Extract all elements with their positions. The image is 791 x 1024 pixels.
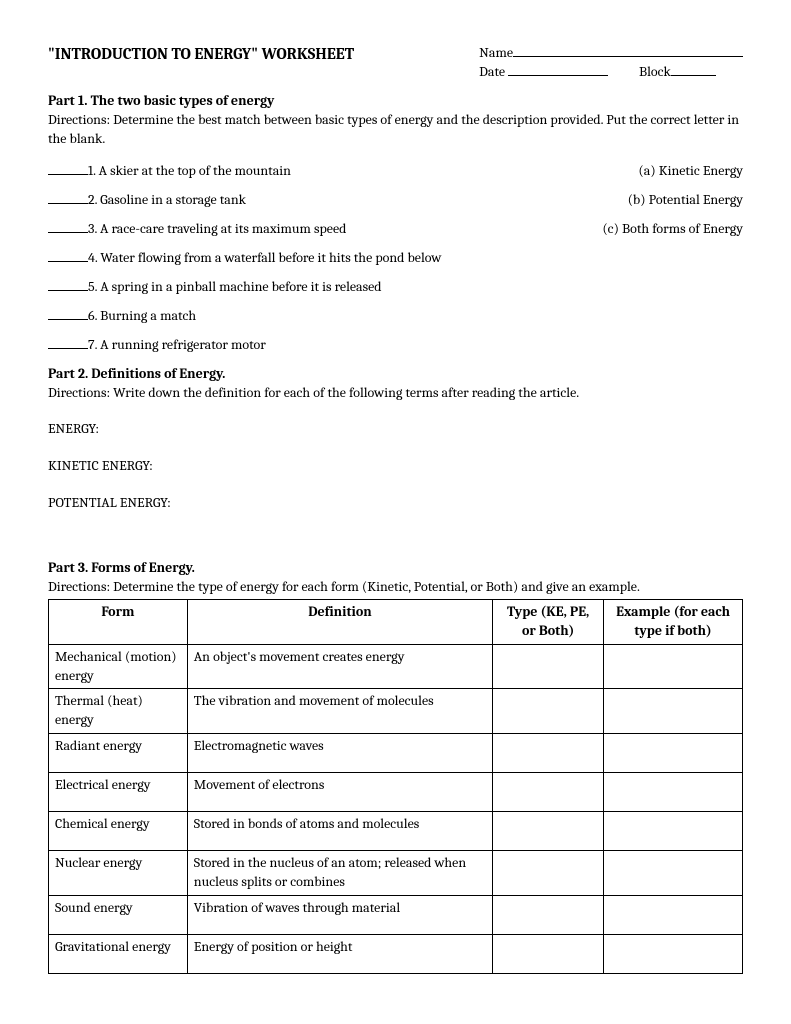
table-row: Nuclear energyStored in the nucleus of a… <box>49 851 743 896</box>
cell-example <box>604 734 743 773</box>
cell-example <box>604 851 743 896</box>
cell-example <box>604 896 743 935</box>
question-text: 6. Burning a match <box>88 307 196 324</box>
cell-definition: Electromagnetic waves <box>187 734 492 773</box>
table-row: Gravitational energyEnergy of position o… <box>49 935 743 974</box>
date-label: Date <box>479 63 505 80</box>
cell-definition: Stored in the nucleus of an atom; releas… <box>187 851 492 896</box>
table-row: Sound energyVibration of waves through m… <box>49 896 743 935</box>
page-title: "INTRODUCTION TO ENERGY" WORKSHEET <box>48 44 354 66</box>
question-text: 4. Water flowing from a waterfall before… <box>88 249 441 266</box>
col-type: Type (KE, PE, or Both) <box>493 599 604 644</box>
question-row: 2. Gasoline in a storage tank (b) Potent… <box>48 191 743 210</box>
cell-type <box>493 689 604 734</box>
cell-example <box>604 935 743 974</box>
part2-directions: Directions: Write down the definition fo… <box>48 384 743 403</box>
part3-directions: Directions: Determine the type of energy… <box>48 578 743 597</box>
definition-term: ENERGY: <box>48 420 743 439</box>
part2-heading: Part 2. Definitions of Energy. <box>48 365 743 384</box>
cell-type <box>493 734 604 773</box>
cell-example <box>604 773 743 812</box>
col-form: Form <box>49 599 188 644</box>
col-definition: Definition <box>187 599 492 644</box>
table-row: Chemical energy Stored in bonds of atoms… <box>49 812 743 851</box>
cell-definition: The vibration and movement of molecules <box>187 689 492 734</box>
table-row: Electrical energyMovement of electrons <box>49 773 743 812</box>
question-row: 3. A race-care traveling at its maximum … <box>48 220 743 239</box>
question-row: 1. A skier at the top of the mountain (a… <box>48 162 743 181</box>
cell-example <box>604 644 743 689</box>
cell-definition: An object's movement creates energy <box>187 644 492 689</box>
cell-type <box>493 773 604 812</box>
name-label: Name <box>479 44 513 61</box>
cell-type <box>493 935 604 974</box>
question-text: 1. A skier at the top of the mountain <box>88 162 291 179</box>
cell-form: Chemical energy <box>49 812 188 851</box>
col-example: Example (for each type if both) <box>604 599 743 644</box>
question-text: 7. A running refrigerator motor <box>88 336 266 353</box>
part1-heading: Part 1. The two basic types of energy <box>48 92 743 111</box>
cell-definition: Energy of position or height <box>187 935 492 974</box>
answer-blank <box>48 261 88 262</box>
definition-term: KINETIC ENERGY: <box>48 457 743 476</box>
cell-example <box>604 812 743 851</box>
question-row: 6. Burning a match <box>48 307 743 326</box>
question-row: 7. A running refrigerator motor <box>48 336 743 355</box>
cell-form: Thermal (heat) energy <box>49 689 188 734</box>
definition-term: POTENTIAL ENERGY: <box>48 494 743 513</box>
answer-blank <box>48 232 88 233</box>
part1-directions: Directions: Determine the best match bet… <box>48 111 743 149</box>
answer-blank <box>48 203 88 204</box>
answer-blank <box>48 348 88 349</box>
date-blank <box>508 75 608 76</box>
question-text: 2. Gasoline in a storage tank <box>88 191 246 208</box>
cell-definition: Vibration of waves through material <box>187 896 492 935</box>
question-row: 4. Water flowing from a waterfall before… <box>48 249 743 268</box>
header: "INTRODUCTION TO ENERGY" WORKSHEET Name … <box>48 44 743 82</box>
table-header-row: Form Definition Type (KE, PE, or Both) E… <box>49 599 743 644</box>
answer-blank <box>48 290 88 291</box>
table-row: Mechanical (motion) energyAn object's mo… <box>49 644 743 689</box>
cell-form: Nuclear energy <box>49 851 188 896</box>
cell-type <box>493 644 604 689</box>
part3-heading: Part 3. Forms of Energy. <box>48 559 743 578</box>
cell-form: Electrical energy <box>49 773 188 812</box>
cell-definition: Movement of electrons <box>187 773 492 812</box>
cell-form: Sound energy <box>49 896 188 935</box>
block-label: Block <box>639 63 671 80</box>
option-text: (b) Potential Energy <box>628 191 743 210</box>
table-row: Thermal (heat) energyThe vibration and m… <box>49 689 743 734</box>
cell-type <box>493 896 604 935</box>
name-date-block: Name Date Block <box>479 44 743 82</box>
cell-form: Gravitational energy <box>49 935 188 974</box>
question-text: 5. A spring in a pinball machine before … <box>88 278 382 295</box>
cell-form: Mechanical (motion) energy <box>49 644 188 689</box>
name-blank <box>513 56 743 57</box>
option-text: (c) Both forms of Energy <box>602 220 743 239</box>
cell-example <box>604 689 743 734</box>
cell-definition: Stored in bonds of atoms and molecules <box>187 812 492 851</box>
cell-type <box>493 812 604 851</box>
question-row: 5. A spring in a pinball machine before … <box>48 278 743 297</box>
cell-form: Radiant energy <box>49 734 188 773</box>
cell-type <box>493 851 604 896</box>
block-blank <box>671 75 716 76</box>
answer-blank <box>48 174 88 175</box>
question-text: 3. A race-care traveling at its maximum … <box>88 220 346 237</box>
energy-forms-table: Form Definition Type (KE, PE, or Both) E… <box>48 599 743 974</box>
table-row: Radiant energyElectromagnetic waves <box>49 734 743 773</box>
answer-blank <box>48 319 88 320</box>
option-text: (a) Kinetic Energy <box>638 162 743 181</box>
